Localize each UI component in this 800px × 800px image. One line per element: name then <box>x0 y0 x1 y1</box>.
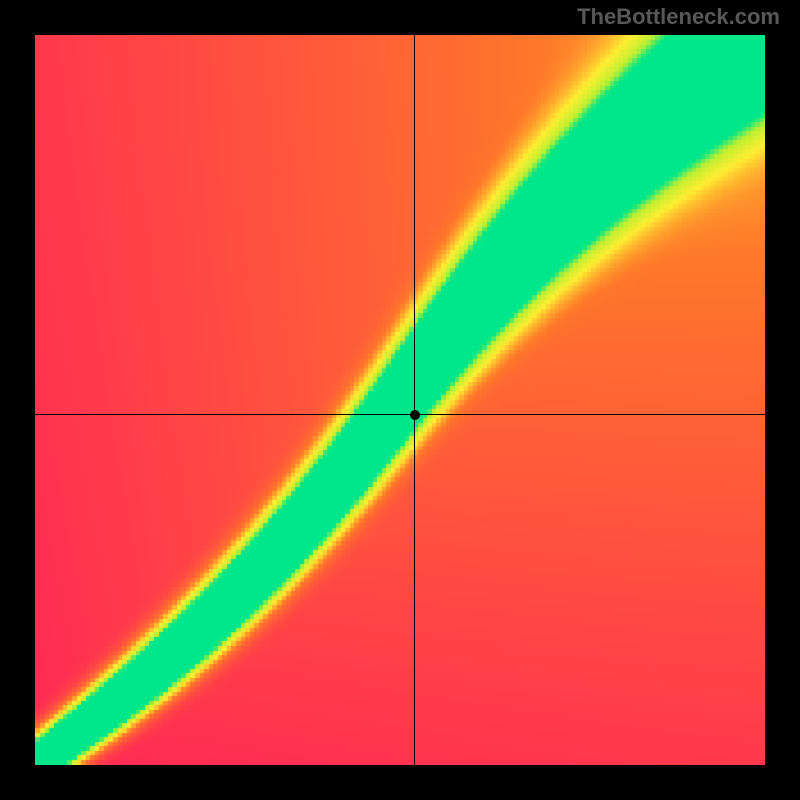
chart-container: TheBottleneck.com <box>0 0 800 800</box>
selection-marker <box>410 410 420 420</box>
watermark-text: TheBottleneck.com <box>577 4 780 30</box>
crosshair-vertical <box>414 35 415 765</box>
crosshair-horizontal <box>35 414 765 415</box>
plot-area <box>35 35 765 765</box>
bottleneck-heatmap <box>35 35 765 765</box>
